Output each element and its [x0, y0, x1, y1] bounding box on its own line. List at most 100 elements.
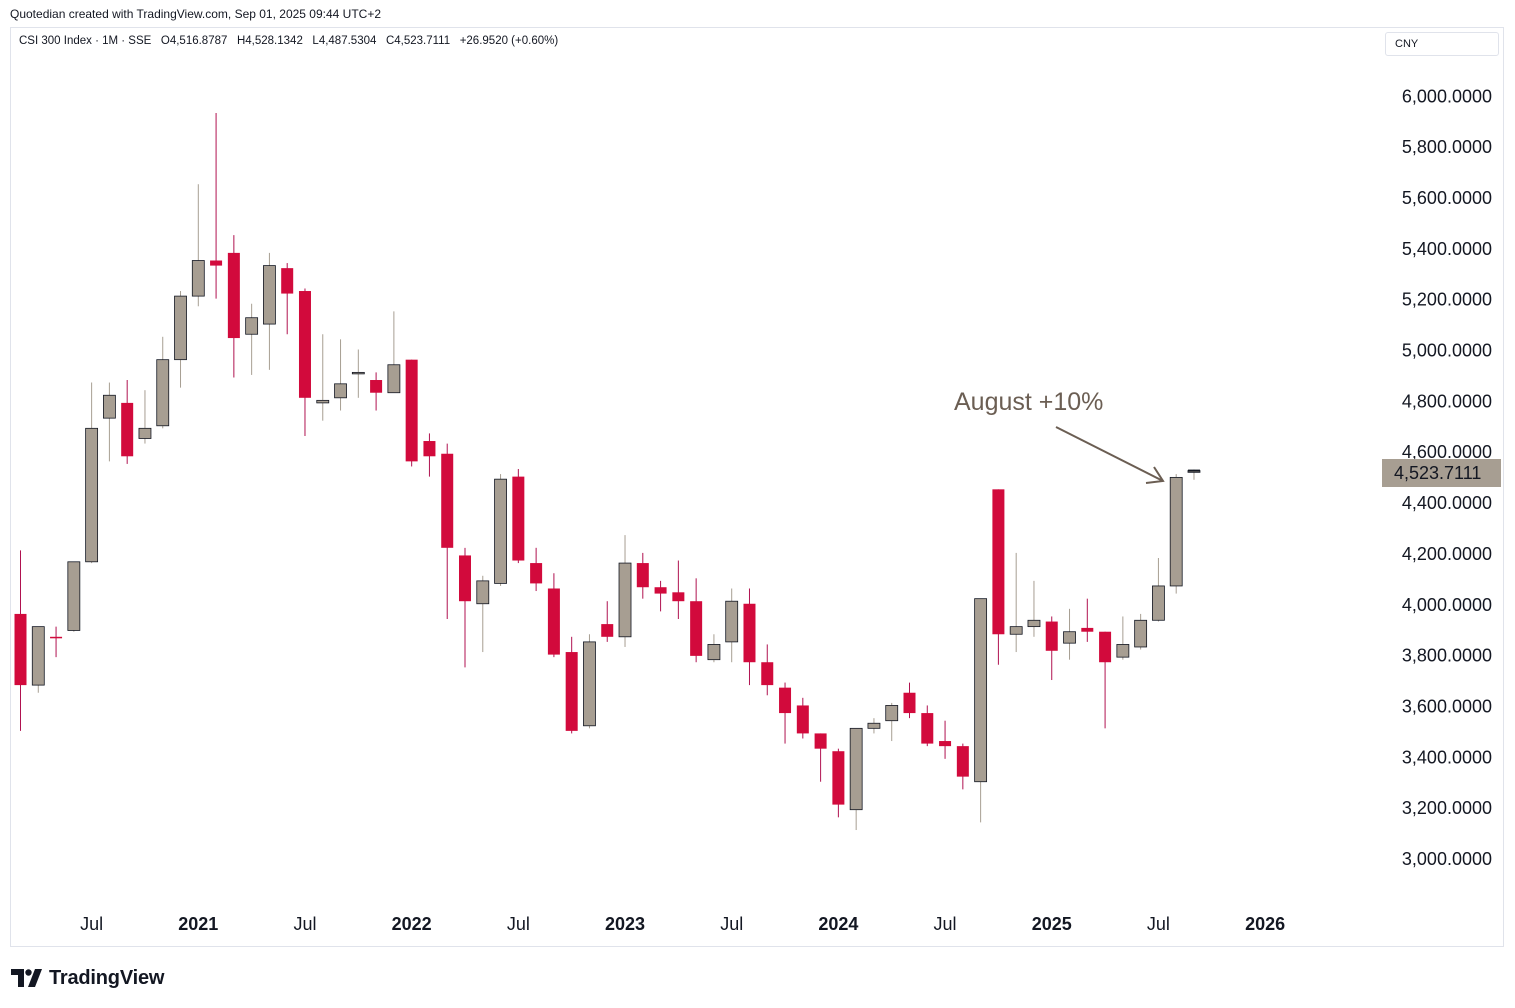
candle-body[interactable] — [423, 441, 436, 457]
candle-body[interactable] — [1081, 627, 1094, 632]
candle-body[interactable] — [1027, 619, 1041, 628]
candle-body[interactable] — [281, 268, 294, 294]
candle-body[interactable] — [263, 265, 276, 325]
candle-body[interactable] — [921, 713, 934, 744]
candle-body[interactable] — [316, 399, 330, 404]
price-axis-label: 5,800.0000 — [1402, 137, 1492, 157]
candle-body[interactable] — [601, 624, 614, 637]
candle-body[interactable] — [992, 489, 1005, 635]
chart-credit: Quotedian created with TradingView.com, … — [10, 7, 382, 21]
candle-body[interactable] — [370, 380, 383, 393]
currency-selector[interactable]: CNY — [1385, 32, 1499, 56]
candle-body[interactable] — [690, 601, 703, 656]
candle-body[interactable] — [174, 295, 187, 361]
candle-body[interactable] — [298, 291, 311, 398]
candle-body[interactable] — [1134, 619, 1148, 648]
price-axis-label: 3,200.0000 — [1402, 798, 1492, 818]
annotation-arrow-head — [1145, 466, 1165, 484]
candle-body[interactable] — [1099, 631, 1112, 663]
candle-body[interactable] — [849, 727, 863, 811]
candle-body[interactable] — [405, 359, 418, 462]
time-axis-year-label: 2023 — [605, 914, 645, 934]
candle-body[interactable] — [459, 555, 471, 602]
august-annotation: August +10% — [954, 388, 1165, 484]
price-axis-label: 3,000.0000 — [1402, 849, 1492, 869]
candle-body[interactable] — [796, 705, 809, 734]
candle-body[interactable] — [885, 705, 899, 722]
candle-body[interactable] — [1152, 585, 1165, 621]
time-axis-month-label: Jul — [80, 914, 103, 934]
candle-body[interactable] — [191, 260, 205, 297]
candle-body[interactable] — [1009, 626, 1023, 635]
time-axis-year-label: 2024 — [818, 914, 858, 934]
candle-body[interactable] — [583, 641, 596, 727]
candle-body[interactable] — [743, 603, 756, 663]
candle-body[interactable] — [672, 592, 685, 602]
candle-body[interactable] — [31, 626, 45, 686]
candle-body[interactable] — [14, 613, 27, 686]
price-axis-label: 5,200.0000 — [1402, 290, 1492, 310]
price-axis: 3,000.0000 3,200.0000 3,400.0000 3,600.0000… — [1402, 86, 1492, 869]
price-axis-label: 5,400.0000 — [1402, 239, 1492, 259]
candle-body[interactable] — [565, 652, 578, 731]
candle-body[interactable] — [138, 427, 152, 439]
candle-body[interactable] — [654, 587, 667, 594]
candle-body[interactable] — [618, 562, 632, 638]
price-axis-label: 4,200.0000 — [1402, 544, 1492, 564]
candle-body[interactable] — [476, 580, 490, 605]
price-axis-label: 4,400.0000 — [1402, 493, 1492, 513]
candle-body[interactable] — [103, 394, 116, 419]
candle-body[interactable] — [494, 478, 507, 584]
candle-body[interactable] — [227, 252, 240, 339]
wick-layer — [20, 113, 1195, 831]
candle-body[interactable] — [956, 746, 969, 777]
candle-body[interactable] — [725, 600, 739, 643]
candle-body[interactable] — [67, 561, 81, 631]
candle-body[interactable] — [547, 588, 560, 655]
candle-body[interactable] — [512, 476, 525, 561]
candle-body[interactable] — [1045, 621, 1058, 651]
tradingview-wordmark: TradingView — [49, 966, 165, 989]
candle-body[interactable] — [530, 563, 543, 584]
candle-body[interactable] — [1116, 644, 1130, 658]
candle-body[interactable] — [50, 636, 63, 639]
price-axis-label: 6,000.0000 — [1402, 86, 1492, 106]
last-price-label: 4,523.7111 — [1382, 459, 1501, 487]
candle-body[interactable] — [761, 662, 774, 686]
candle-body[interactable] — [939, 741, 952, 747]
time-axis-year-label: 2021 — [178, 914, 218, 934]
price-axis-label: 3,400.0000 — [1402, 747, 1492, 767]
candle-body[interactable] — [85, 427, 99, 563]
time-axis-month-label: Jul — [934, 914, 957, 934]
candle-body[interactable] — [707, 644, 721, 661]
tradingview-logo[interactable]: TradingView — [11, 966, 164, 990]
candle-body[interactable] — [121, 402, 134, 457]
candle-body[interactable] — [441, 453, 454, 548]
body-layer — [14, 252, 1201, 811]
price-axis-label: 3,600.0000 — [1402, 696, 1492, 716]
candle-body[interactable] — [974, 598, 988, 783]
price-axis-label: 4,800.0000 — [1402, 391, 1492, 411]
tradingview-logo-icon — [11, 969, 42, 987]
candle-body[interactable] — [1063, 631, 1076, 644]
candle-body[interactable] — [1169, 476, 1183, 587]
candle-body[interactable] — [245, 317, 259, 335]
candle-body[interactable] — [832, 751, 845, 805]
candle-body[interactable] — [636, 563, 649, 588]
candle-body[interactable] — [351, 371, 365, 375]
candle-body[interactable] — [903, 692, 916, 714]
annotation-arrow-shaft — [1055, 426, 1164, 482]
time-axis-year-label: 2022 — [392, 914, 432, 934]
candle-body[interactable] — [156, 359, 170, 427]
candle-body[interactable] — [387, 364, 401, 394]
candle-body[interactable] — [334, 383, 347, 399]
time-axis-month-label: Jul — [720, 914, 743, 934]
price-axis-label: 4,000.0000 — [1402, 595, 1492, 615]
chart-frame — [10, 27, 1504, 947]
candle-body[interactable] — [210, 260, 223, 266]
candle-body[interactable] — [814, 733, 827, 749]
candle-body[interactable] — [867, 722, 881, 729]
symbol-legend: CSI 300 Index · 1M · SSE O4,516.8787 H4,… — [19, 35, 559, 47]
candle-body[interactable] — [779, 687, 792, 714]
